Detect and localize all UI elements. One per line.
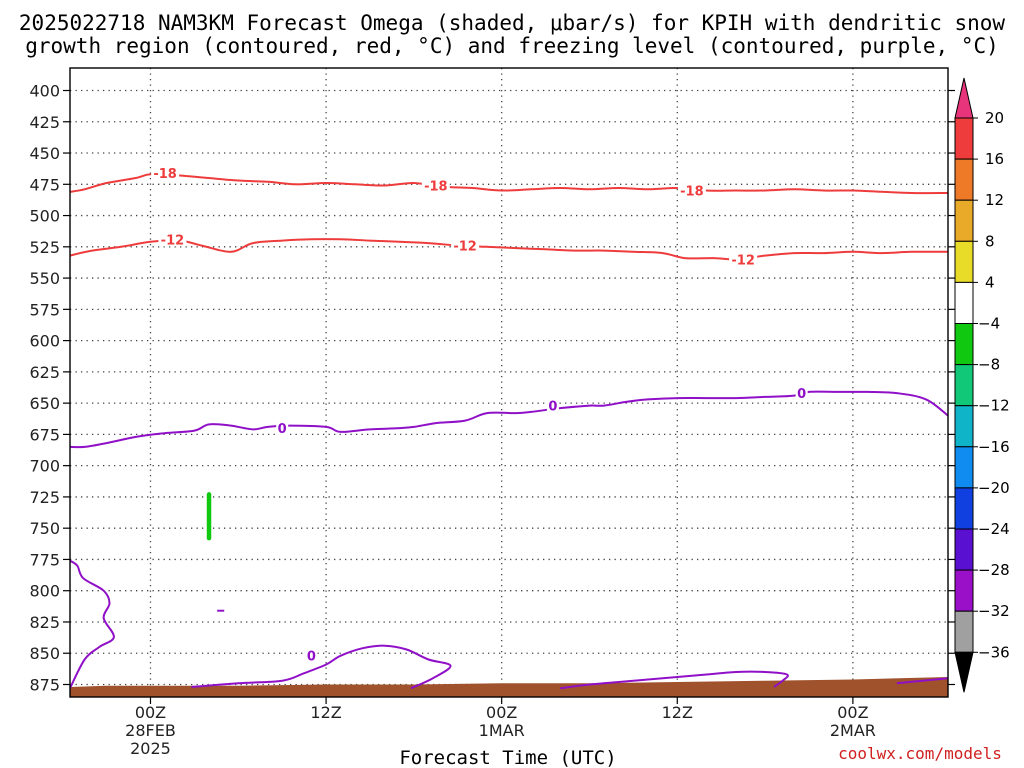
- contour-label-bg: [421, 178, 450, 193]
- contour-label-bg: [158, 232, 187, 247]
- y-tick-label: 750: [29, 519, 60, 538]
- y-tick-label: 775: [29, 550, 60, 569]
- colorbar-tick-label: 16: [985, 150, 1004, 168]
- colorbar-swatch: [954, 240, 974, 283]
- colorbar-swatch: [954, 487, 974, 530]
- colorbar-tick-label: −12: [978, 397, 1010, 415]
- contour-line: [191, 644, 452, 690]
- y-tick-label: 675: [29, 425, 60, 444]
- contour-label-bg: [276, 421, 289, 436]
- contour-label-bg: [546, 398, 559, 413]
- colorbar-swatch: [954, 446, 974, 489]
- contour-line: [70, 238, 948, 261]
- contour-line: [70, 390, 948, 449]
- contour-label-bg: [305, 648, 318, 663]
- x-tick-label: 12Z: [310, 703, 341, 722]
- contour-label-bg: [451, 238, 480, 253]
- x-tick-label: 00Z: [486, 703, 517, 722]
- y-tick-label: 500: [29, 207, 60, 226]
- colorbar-swatch: [954, 610, 974, 653]
- colorbar-swatch: [954, 364, 974, 407]
- colorbar-tick-label: −4: [978, 315, 1000, 333]
- colorbar-swatch: [954, 199, 974, 242]
- colorbar-tick-label: −32: [978, 602, 1010, 620]
- y-tick-label: 425: [29, 113, 60, 132]
- colorbar-swatch: [954, 323, 974, 366]
- x-tick-label: 28FEB: [125, 721, 176, 740]
- contour-label: -12: [731, 253, 755, 268]
- colorbar-swatch: [954, 281, 974, 324]
- contour-line: [70, 559, 115, 689]
- x-tick-label: 00Z: [837, 703, 868, 722]
- contour-line: [896, 677, 948, 685]
- y-tick-label: 600: [29, 332, 60, 351]
- colorbar-tick-label: −36: [978, 643, 1010, 661]
- y-tick-label: 850: [29, 644, 60, 663]
- colorbar-tick-label: 4: [985, 273, 995, 291]
- plot-content: -18 -18 -18 -12 -12 -12 0 0 0 0: [70, 68, 948, 697]
- x-tick-label: 2025: [130, 739, 171, 758]
- y-tick-label: 700: [29, 457, 60, 476]
- colorbar-tick-label: −24: [978, 520, 1010, 538]
- colorbar-swatch: [954, 528, 974, 571]
- terrain-fill: [70, 677, 948, 697]
- contour-label-bg: [729, 252, 758, 267]
- plot-area: -18 -18 -18 -12 -12 -12 0 0 0 0: [69, 67, 949, 698]
- contour-label-bg: [795, 386, 808, 401]
- x-tick-label: 1MAR: [479, 721, 525, 740]
- colorbar-tick-label: 20: [985, 109, 1004, 127]
- chart-title-line-2: growth region (contoured, red, °C) and f…: [25, 34, 999, 58]
- colorbar-swatch: [954, 158, 974, 201]
- colorbar-swatch-top: [954, 77, 974, 119]
- colorbar-tick-label: −8: [978, 356, 1000, 374]
- y-tick-label: 475: [29, 175, 60, 194]
- contour-label-bg: [677, 183, 706, 198]
- contour-label-bg: [151, 166, 180, 181]
- x-tick-label: 00Z: [135, 703, 166, 722]
- y-tick-label: 525: [29, 238, 60, 257]
- x-tick-label: 2MAR: [830, 721, 876, 740]
- y-tick-label: 800: [29, 582, 60, 601]
- contour-label: -18: [424, 180, 448, 195]
- colorbar-swatch: [954, 117, 974, 160]
- contour-line: [560, 670, 789, 690]
- plot-frame: [69, 67, 949, 698]
- colorbar-tick-label: −20: [978, 479, 1010, 497]
- colorbar-swatch: [954, 569, 974, 612]
- contour-line: [70, 173, 948, 195]
- colorbar-tick-label: 12: [985, 191, 1004, 209]
- chart-title-line-1: 2025022718 NAM3KM Forecast Omega (shaded…: [19, 11, 1006, 35]
- y-tick-label: 400: [29, 82, 60, 101]
- y-tick-label: 825: [29, 613, 60, 632]
- credit-text: coolwx.com/models: [838, 744, 1002, 763]
- y-axis: 400 425 450 475 500 525 550 575 600 625 650 675 700 7…: [29, 82, 955, 694]
- y-tick-label: 575: [29, 300, 60, 319]
- y-tick-label: 650: [29, 394, 60, 413]
- contour-label: -18: [680, 185, 704, 200]
- chart-title: 2025022718 NAM3KM Forecast Omega (shaded…: [19, 11, 1006, 58]
- colorbar-tick-label: −16: [978, 438, 1010, 456]
- x-tick-label: 12Z: [662, 703, 693, 722]
- contour-label: 0: [278, 422, 287, 437]
- colorbar-tick-label: 8: [985, 232, 995, 250]
- colorbar-swatch-bottom: [954, 651, 974, 693]
- contour-label: -12: [161, 233, 185, 248]
- contour-label: -12: [453, 240, 477, 255]
- y-tick-label: 725: [29, 488, 60, 507]
- colorbar-swatch: [954, 405, 974, 448]
- contour-label: -18: [153, 167, 177, 182]
- contour-label: 0: [797, 387, 806, 402]
- y-tick-label: 550: [29, 269, 60, 288]
- contour-label: 0: [307, 650, 316, 665]
- x-axis-label: Forecast Time (UTC): [399, 747, 616, 768]
- contour-label: 0: [548, 400, 557, 415]
- colorbar-tick-label: −28: [978, 561, 1010, 579]
- y-tick-label: 625: [29, 363, 60, 382]
- y-tick-label: 450: [29, 144, 60, 163]
- y-tick-label: 875: [29, 675, 60, 694]
- colorbar-legend: 20 16 12 8 4 −4 −8 −12 −16 −20 −24 −28 −32 −36: [954, 77, 1010, 693]
